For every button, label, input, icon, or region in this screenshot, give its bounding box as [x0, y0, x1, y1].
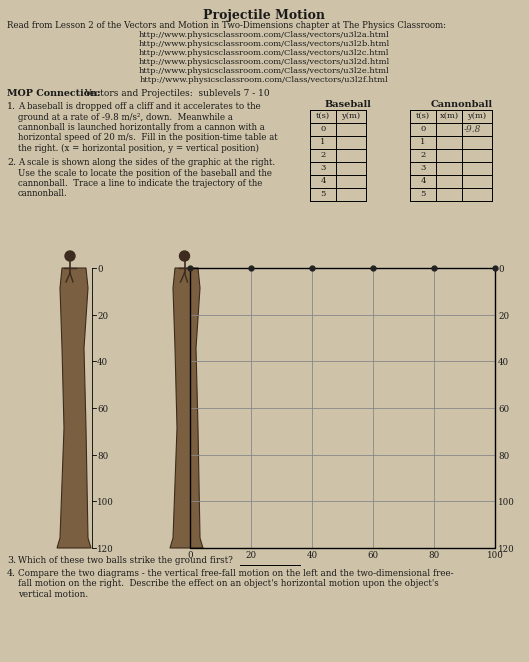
Text: 20: 20 — [97, 312, 108, 320]
Text: cannonball.: cannonball. — [18, 189, 68, 199]
Text: 1.: 1. — [7, 102, 16, 111]
Text: 80: 80 — [97, 451, 108, 461]
Text: 0: 0 — [421, 125, 426, 133]
Text: 100: 100 — [487, 551, 504, 560]
Text: 0: 0 — [187, 551, 193, 560]
Text: 5: 5 — [421, 190, 426, 198]
Text: the right. (x = horizontal position, y = vertical position): the right. (x = horizontal position, y =… — [18, 144, 259, 153]
Text: 100: 100 — [97, 498, 114, 507]
Text: Vectors and Projectiles:  sublevels 7 - 10: Vectors and Projectiles: sublevels 7 - 1… — [84, 89, 270, 98]
Text: cannonball is launched horizontally from a cannon with a: cannonball is launched horizontally from… — [18, 123, 264, 132]
Text: ground at a rate of -9.8 m/s², down.  Meanwhile a: ground at a rate of -9.8 m/s², down. Mea… — [18, 113, 233, 122]
Text: Compare the two diagrams - the vertical free-fall motion on the left and the two: Compare the two diagrams - the vertical … — [18, 569, 454, 578]
Text: 20: 20 — [498, 312, 509, 320]
Text: cannonball.  Trace a line to indicate the trajectory of the: cannonball. Trace a line to indicate the… — [18, 179, 262, 188]
Text: http://www.physicsclassroom.com/Class/vectors/u3l2e.html: http://www.physicsclassroom.com/Class/ve… — [139, 67, 389, 75]
Text: 60: 60 — [97, 405, 108, 414]
Text: 3: 3 — [421, 164, 426, 172]
Text: 60: 60 — [368, 551, 379, 560]
Text: 3: 3 — [321, 164, 326, 172]
Text: y(m): y(m) — [468, 112, 487, 120]
Text: A scale is shown along the sides of the graphic at the right.: A scale is shown along the sides of the … — [18, 158, 275, 167]
Circle shape — [179, 251, 189, 261]
Text: 4: 4 — [320, 177, 326, 185]
Text: 20: 20 — [245, 551, 257, 560]
Text: http://www.physicsclassroom.com/Class/vectors/u3l2d.html: http://www.physicsclassroom.com/Class/ve… — [139, 58, 390, 66]
Text: 40: 40 — [498, 358, 509, 367]
Text: Use the scale to locate the position of the baseball and the: Use the scale to locate the position of … — [18, 169, 272, 177]
Text: http://www.physicsclassroom.com/Class/vectors/u3l2b.html: http://www.physicsclassroom.com/Class/ve… — [139, 40, 390, 48]
Text: 2.: 2. — [7, 158, 16, 167]
Text: 80: 80 — [498, 451, 509, 461]
Text: A baseball is dropped off a cliff and it accelerates to the: A baseball is dropped off a cliff and it… — [18, 102, 261, 111]
Text: http://www.physicsclassroom.com/Class/vectors/u3l2c.html: http://www.physicsclassroom.com/Class/ve… — [139, 49, 389, 57]
Text: 5: 5 — [321, 190, 326, 198]
Text: MOP Connection:: MOP Connection: — [7, 89, 101, 98]
Text: 120: 120 — [498, 545, 515, 554]
Text: 0: 0 — [321, 125, 326, 133]
Text: 40: 40 — [97, 358, 108, 367]
Text: 40: 40 — [306, 551, 317, 560]
Text: http://www.physicsclassroom.com/Class/vectors/u3l2f.html: http://www.physicsclassroom.com/Class/ve… — [140, 76, 388, 84]
Text: Which of these two balls strike the ground first?: Which of these two balls strike the grou… — [18, 556, 233, 565]
Text: t(s): t(s) — [316, 112, 330, 120]
Text: 3.: 3. — [7, 556, 16, 565]
Text: Read from Lesson 2 of the Vectors and Motion in Two-Dimensions chapter at The Ph: Read from Lesson 2 of the Vectors and Mo… — [7, 21, 446, 30]
Text: 4.: 4. — [7, 569, 16, 578]
Text: http://www.physicsclassroom.com/Class/vectors/u3l2a.html: http://www.physicsclassroom.com/Class/ve… — [139, 31, 389, 39]
Text: 120: 120 — [97, 545, 114, 554]
Text: 1: 1 — [321, 138, 326, 146]
Text: fall motion on the right.  Describe the effect on an object's horizontal motion : fall motion on the right. Describe the e… — [18, 579, 439, 589]
Text: Cannonball: Cannonball — [431, 100, 493, 109]
Text: 1: 1 — [421, 138, 426, 146]
Text: -9.8: -9.8 — [464, 125, 481, 134]
Circle shape — [65, 251, 75, 261]
Text: Baseball: Baseball — [325, 100, 371, 109]
Text: 100: 100 — [498, 498, 515, 507]
Text: 4: 4 — [420, 177, 426, 185]
Text: vertical motion.: vertical motion. — [18, 590, 88, 599]
Text: x(m): x(m) — [440, 112, 459, 120]
Polygon shape — [170, 268, 203, 548]
Text: 80: 80 — [428, 551, 440, 560]
Text: Projectile Motion: Projectile Motion — [203, 9, 325, 22]
Text: 2: 2 — [421, 151, 426, 159]
Text: 2: 2 — [321, 151, 326, 159]
Text: 60: 60 — [498, 405, 509, 414]
Text: horizontal speed of 20 m/s.  Fill in the position-time table at: horizontal speed of 20 m/s. Fill in the … — [18, 134, 278, 142]
Polygon shape — [57, 268, 91, 548]
Text: y(m): y(m) — [341, 112, 361, 120]
Text: t(s): t(s) — [416, 112, 430, 120]
Text: 0: 0 — [97, 265, 103, 274]
Text: 0: 0 — [498, 265, 504, 274]
